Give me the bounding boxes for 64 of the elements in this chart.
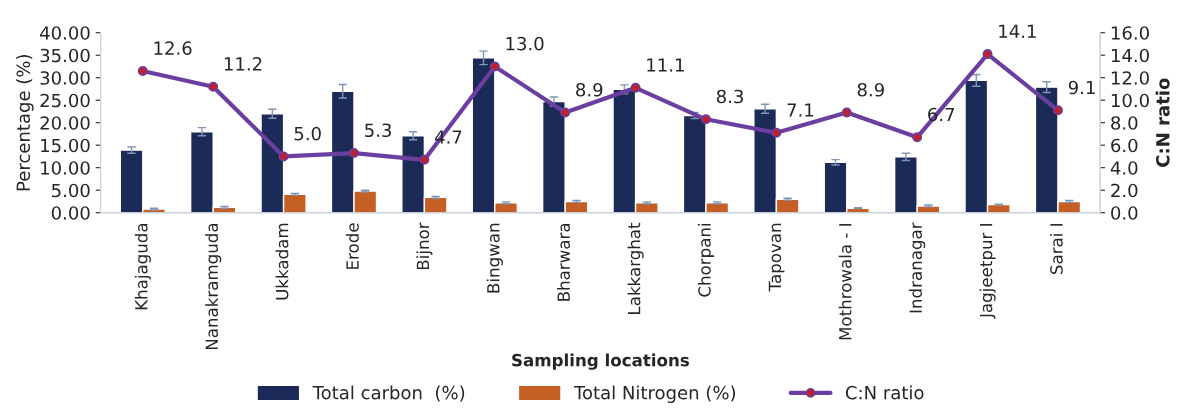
point	[982, 49, 993, 60]
data-label: 14.1	[999, 24, 1036, 38]
point	[419, 154, 430, 165]
data-label: 8.9	[576, 82, 603, 97]
x-tick-label: Bijnor	[416, 222, 433, 270]
y-tick-label: 40.00	[40, 26, 90, 40]
point	[137, 65, 148, 76]
point	[1052, 105, 1063, 116]
y2-tick-label: 14.0	[1111, 48, 1149, 63]
y-tick-label: 10.00	[41, 161, 90, 175]
point	[208, 81, 219, 92]
x-tick-label: Bingwan	[486, 223, 503, 293]
y2-tick-label: 4.0	[1110, 161, 1138, 175]
y2-axis-title: C:N ratio	[1155, 78, 1170, 167]
data-label: 8.3	[716, 89, 743, 104]
y2-tick-label: 12.0	[1111, 71, 1149, 85]
point	[912, 132, 923, 143]
data-label: 12.6	[154, 41, 192, 55]
x-tick-label: Mothrowala - I	[838, 224, 852, 340]
y2-tick-label: 16.0	[1111, 26, 1149, 40]
y-tick-label: 5.00	[52, 183, 90, 198]
data-label: 7.1	[787, 103, 814, 117]
x-tick-label: Ukkadam	[275, 223, 289, 300]
y2-tick-label: 10.0	[1111, 93, 1149, 108]
point	[771, 127, 782, 138]
x-tick-label: Chorpani	[697, 223, 715, 297]
x-tick-label: Jagjeetpur I	[979, 224, 996, 319]
legend-label: C:N ratio	[845, 385, 924, 400]
x-tick-label: Lakkarghat	[627, 222, 644, 314]
y-tick-label: 0.00	[51, 206, 90, 220]
y-tick-label: 35.00	[40, 48, 90, 63]
y-tick-label: 30.00	[40, 71, 90, 85]
data-label: 9.1	[1068, 80, 1095, 95]
y2-tick-label: 6.0	[1111, 138, 1138, 153]
x-tick-label: Sarai I	[1049, 224, 1063, 275]
data-label: 13.0	[506, 36, 544, 51]
x-tick-label: Khajaguda	[134, 223, 151, 310]
point	[700, 114, 711, 125]
x-tick-label: Tapovan	[768, 223, 785, 292]
x-tick-label: Erode	[345, 223, 359, 269]
data-label: 11.1	[647, 58, 684, 72]
y-tick-label: 25.00	[40, 93, 90, 108]
y-axis-title: Percentage (%)	[16, 54, 34, 191]
y2-tick-label: 0.0	[1111, 206, 1138, 220]
y-tick-label: 15.00	[41, 138, 90, 153]
x-tick-label: Bharwara	[557, 223, 571, 301]
y2-tick-label: 2.0	[1111, 183, 1138, 198]
legend-label: Total Nitrogen (%)	[573, 385, 736, 403]
data-label: 5.0	[294, 126, 321, 141]
point	[630, 82, 641, 93]
data-label: 8.9	[857, 82, 884, 97]
point	[348, 148, 359, 159]
point	[841, 107, 852, 118]
x-axis-title: Sampling locations	[512, 353, 689, 370]
y-tick-label: 20.00	[40, 116, 90, 130]
point	[489, 61, 500, 72]
point	[560, 107, 571, 118]
x-tick-label: Indranagar	[909, 222, 926, 313]
y2-tick-label: 8.0	[1111, 116, 1138, 130]
point	[278, 151, 289, 162]
data-label: 5.3	[365, 123, 391, 138]
x-tick-label: Nanakramguda	[205, 223, 222, 350]
data-label: 11.2	[224, 57, 262, 71]
legend-label: Total carbon (%)	[312, 385, 465, 402]
